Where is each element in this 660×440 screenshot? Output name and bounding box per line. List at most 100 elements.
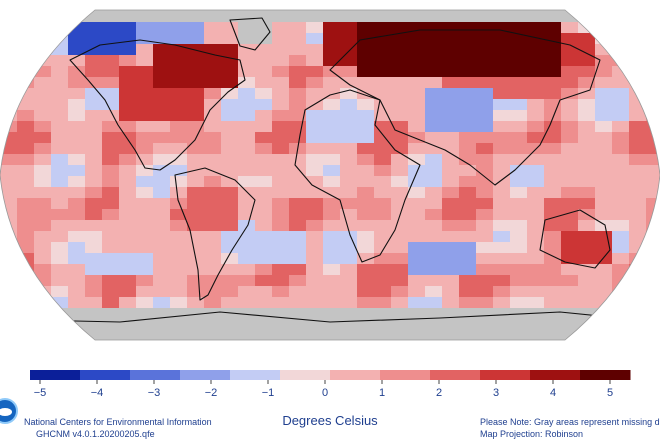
anomaly-cell [170, 132, 188, 144]
anomaly-cell [391, 330, 409, 340]
colorbar-svg: −5 −4 −3 −2 −1 0 1 2 3 4 5 [30, 370, 631, 399]
anomaly-cell [238, 10, 256, 12]
anomaly-cell [408, 22, 426, 34]
anomaly-cell [425, 165, 443, 177]
anomaly-cell [408, 253, 426, 265]
anomaly-cell [153, 66, 171, 78]
anomaly-cell [646, 110, 660, 122]
anomaly-cell [136, 44, 154, 56]
anomaly-cell [323, 99, 341, 111]
anomaly-cell [323, 33, 341, 45]
anomaly-cell [289, 165, 307, 177]
anomaly-cell [153, 132, 171, 144]
anomaly-cell [646, 198, 660, 210]
anomaly-cell [510, 11, 528, 23]
anomaly-cell [391, 187, 409, 199]
anomaly-cell [374, 264, 392, 276]
anomaly-cell [51, 286, 69, 298]
anomaly-cell [289, 242, 307, 254]
anomaly-cell [510, 10, 528, 12]
colorbar-cell [30, 370, 81, 380]
anomaly-cell [612, 22, 630, 34]
anomaly-cell [0, 264, 18, 276]
anomaly-cell [510, 319, 528, 331]
anomaly-cell [510, 132, 528, 144]
anomaly-cell [255, 11, 273, 23]
anomaly-cell [187, 88, 205, 100]
anomaly-cell [578, 143, 596, 155]
anomaly-cell [153, 253, 171, 265]
anomaly-cell [119, 55, 137, 67]
anomaly-cell [646, 176, 660, 188]
anomaly-cell [17, 110, 35, 122]
anomaly-cell [442, 231, 460, 243]
anomaly-cell [340, 132, 358, 144]
note-line-2: Map Projection: Robinson [480, 429, 584, 439]
anomaly-cell [306, 297, 324, 309]
anomaly-cell [136, 319, 154, 331]
anomaly-cell [238, 176, 256, 188]
anomaly-cell [510, 264, 528, 276]
anomaly-cell [136, 209, 154, 221]
anomaly-cell [119, 209, 137, 221]
anomaly-cell [85, 154, 103, 166]
anomaly-cell [289, 154, 307, 166]
anomaly-cell [289, 297, 307, 309]
anomaly-cell [510, 297, 528, 309]
anomaly-cell [442, 33, 460, 45]
anomaly-cell [323, 198, 341, 210]
anomaly-cell [34, 297, 52, 309]
anomaly-cell [527, 176, 545, 188]
anomaly-cell [204, 330, 222, 340]
anomaly-cell [442, 220, 460, 232]
anomaly-cell [646, 308, 660, 320]
anomaly-cell [578, 88, 596, 100]
anomaly-cell [323, 209, 341, 221]
anomaly-cell [340, 264, 358, 276]
anomaly-cell [68, 77, 86, 89]
anomaly-cell [272, 176, 290, 188]
anomaly-cell [85, 330, 103, 340]
anomaly-cell [561, 319, 579, 331]
anomaly-cell [272, 22, 290, 34]
anomaly-cell [255, 66, 273, 78]
anomaly-cell [493, 264, 511, 276]
anomaly-cell [238, 341, 256, 350]
anomaly-cell [85, 88, 103, 100]
anomaly-cell [85, 132, 103, 144]
anomaly-cell [272, 33, 290, 45]
anomaly-cell [442, 275, 460, 287]
anomaly-cell [340, 154, 358, 166]
anomaly-cell [374, 220, 392, 232]
anomaly-cell [527, 231, 545, 243]
anomaly-cell [459, 242, 477, 254]
anomaly-cell [34, 66, 52, 78]
anomaly-cell [493, 165, 511, 177]
anomaly-cell [51, 308, 69, 320]
anomaly-cell [340, 286, 358, 298]
anomaly-cell [510, 330, 528, 340]
anomaly-cell [153, 121, 171, 133]
anomaly-cell [306, 165, 324, 177]
anomaly-cell [578, 209, 596, 221]
colorbar-cell [80, 370, 131, 380]
anomaly-cell [187, 11, 205, 23]
anomaly-cell [272, 308, 290, 320]
anomaly-cell [51, 330, 69, 340]
anomaly-cell [493, 143, 511, 155]
anomaly-cell [510, 242, 528, 254]
anomaly-cell [510, 110, 528, 122]
anomaly-cell [187, 198, 205, 210]
anomaly-cell [136, 231, 154, 243]
anomaly-cell [340, 198, 358, 210]
anomaly-cell [408, 121, 426, 133]
anomaly-cell [578, 132, 596, 144]
anomaly-cell [221, 143, 239, 155]
anomaly-cell [102, 297, 120, 309]
anomaly-cell [578, 308, 596, 320]
anomaly-cell [595, 154, 613, 166]
anomaly-cell [629, 176, 647, 188]
anomaly-cell [408, 297, 426, 309]
anomaly-cell [119, 341, 137, 350]
anomaly-cell [629, 297, 647, 309]
